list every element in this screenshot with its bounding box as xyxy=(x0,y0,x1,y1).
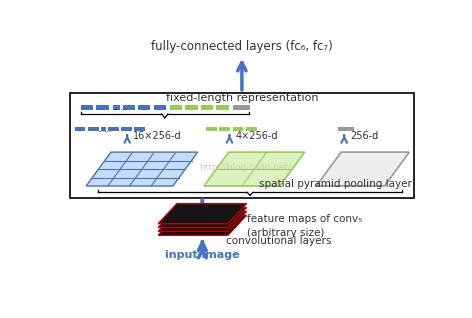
Polygon shape xyxy=(158,208,246,228)
Bar xyxy=(96,105,109,110)
Bar xyxy=(113,105,120,110)
Bar xyxy=(233,105,250,110)
Text: ......: ...... xyxy=(98,125,112,134)
Text: feature maps of conv₅
(arbitrary size): feature maps of conv₅ (arbitrary size) xyxy=(246,214,362,238)
Polygon shape xyxy=(158,204,246,224)
Polygon shape xyxy=(158,211,246,232)
Text: 256-d: 256-d xyxy=(350,131,379,141)
Text: fully-connected layers (fc₆, fc₇): fully-connected layers (fc₆, fc₇) xyxy=(151,40,333,53)
Bar xyxy=(88,127,99,131)
Bar xyxy=(81,105,93,110)
Bar xyxy=(338,127,354,131)
Bar xyxy=(123,105,135,110)
Bar xyxy=(170,105,182,110)
Bar xyxy=(108,127,118,131)
Text: spatial pyramid pooling layer: spatial pyramid pooling layer xyxy=(259,179,412,190)
Bar xyxy=(121,127,132,131)
Bar xyxy=(101,127,106,131)
Bar xyxy=(153,105,166,110)
Bar xyxy=(206,127,217,131)
Text: http://blog.csdn.net/: http://blog.csdn.net/ xyxy=(199,163,291,172)
Polygon shape xyxy=(158,215,246,235)
Bar xyxy=(75,127,85,131)
Bar xyxy=(233,127,244,131)
Text: fixed-length representation: fixed-length representation xyxy=(166,93,318,103)
Bar xyxy=(70,93,414,198)
Bar xyxy=(185,105,198,110)
Text: convolutional layers: convolutional layers xyxy=(226,237,331,246)
Polygon shape xyxy=(86,152,198,186)
Bar xyxy=(138,105,151,110)
Text: 16×256-d: 16×256-d xyxy=(134,131,182,141)
Text: input image: input image xyxy=(165,250,240,259)
Text: 4×256-d: 4×256-d xyxy=(236,131,278,141)
Bar xyxy=(134,127,145,131)
Polygon shape xyxy=(204,152,304,186)
Bar xyxy=(216,105,229,110)
Bar xyxy=(246,127,257,131)
Text: ......: ...... xyxy=(113,103,127,112)
Bar xyxy=(201,105,213,110)
Bar xyxy=(219,127,230,131)
Polygon shape xyxy=(316,152,409,186)
